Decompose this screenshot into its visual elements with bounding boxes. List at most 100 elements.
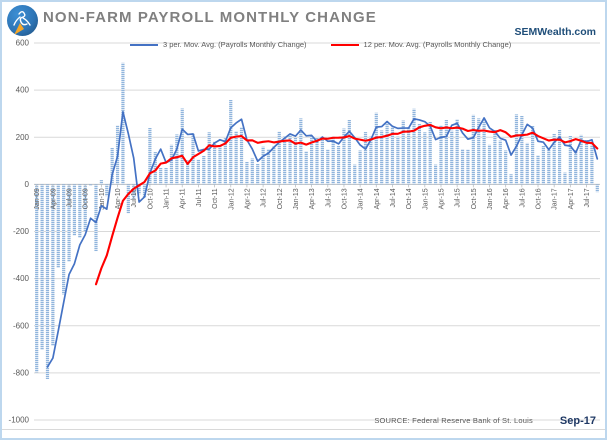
bar (256, 163, 260, 185)
bar (412, 108, 416, 185)
bar (536, 155, 540, 185)
x-tick-label: Apr-14 (374, 188, 381, 209)
bar (568, 135, 572, 185)
bar (552, 133, 556, 185)
x-tick-label: Jul-10 (131, 188, 138, 207)
bar (363, 132, 368, 185)
source-credit: SOURCE: Federal Reserve Bank of St. Loui… (374, 416, 533, 425)
bar (487, 144, 492, 185)
bar (175, 134, 179, 185)
bar (202, 155, 206, 185)
bar (105, 184, 109, 197)
bar (40, 184, 44, 350)
legend-item-3per[interactable]: 3 per. Mov. Avg. (Payrolls Monthly Chang… (130, 40, 307, 49)
bar (51, 184, 55, 346)
y-tick-label: 0 (25, 180, 30, 189)
bar (142, 184, 147, 198)
bar (153, 152, 157, 185)
bar (471, 114, 475, 185)
bar (67, 184, 71, 262)
bar (547, 147, 551, 185)
bar (531, 125, 535, 185)
bar (374, 112, 378, 185)
bar (369, 136, 373, 185)
y-tick-label: -800 (13, 368, 30, 377)
bar (595, 184, 599, 193)
bar (579, 134, 583, 185)
x-tick-label: Jan-10 (99, 188, 106, 210)
y-tick-label: 600 (16, 39, 30, 48)
x-tick-label: Jan-14 (358, 188, 365, 210)
moving-average-line-3 (46, 111, 599, 368)
bar (83, 184, 87, 232)
x-tick-label: Apr-10 (115, 188, 122, 209)
bar (212, 141, 217, 185)
bar (320, 137, 324, 185)
bar (444, 120, 448, 185)
bar (466, 149, 470, 185)
bar (423, 132, 427, 185)
bar (72, 184, 77, 236)
x-tick-label: Oct-14 (406, 188, 413, 209)
bar (89, 184, 93, 186)
bar (164, 167, 168, 185)
y-tick-label: 400 (16, 86, 30, 95)
bar (45, 184, 50, 380)
bar (126, 184, 130, 214)
bar (250, 158, 254, 185)
bar (169, 144, 174, 185)
x-tick-label: Apr-09 (50, 188, 57, 209)
bar (326, 149, 330, 185)
x-tick-label: Oct-10 (147, 188, 154, 209)
page-title: NON-FARM PAYROLL MONTHLY CHANGE (43, 9, 377, 26)
x-tick-label: Oct-09 (83, 188, 90, 209)
bar (272, 146, 276, 185)
y-tick-label: -600 (13, 321, 30, 330)
website-link[interactable]: SEMWealth.com (514, 26, 597, 38)
x-tick-label: Apr-15 (438, 188, 445, 209)
bar (557, 129, 562, 185)
x-tick-label: Jan-13 (293, 188, 300, 210)
legend-line-blue-icon (130, 43, 158, 46)
legend-item-12per[interactable]: 12 per. Mov. Avg. (Payrolls Monthly Chan… (330, 40, 511, 49)
legend-label: 3 per. Mov. Avg. (Payrolls Monthly Chang… (163, 40, 307, 49)
x-tick-label: Jan-11 (164, 188, 171, 209)
bar (266, 149, 271, 185)
bar (477, 118, 481, 185)
bar (110, 147, 114, 185)
x-tick-label: Jul-11 (196, 188, 203, 207)
bar (207, 132, 211, 185)
x-tick-label: Apr-12 (244, 188, 251, 209)
bar (347, 119, 351, 185)
moving-average-line-12 (94, 123, 599, 286)
bar (299, 118, 303, 185)
bar (407, 127, 411, 185)
bar (56, 184, 60, 268)
bar (137, 184, 141, 195)
bar (455, 119, 459, 185)
x-tick-label: Jul-12 (261, 188, 268, 207)
y-tick-label: -1000 (9, 416, 30, 425)
bar (482, 120, 486, 185)
bar (315, 137, 319, 185)
bar (218, 145, 222, 185)
bar (331, 136, 335, 185)
legend-line-red-icon (330, 43, 359, 46)
x-tick-label: Jul-15 (455, 188, 462, 207)
bar (417, 124, 422, 185)
bar (223, 138, 227, 185)
bar (121, 62, 125, 185)
x-tick-label: Oct-11 (212, 188, 219, 209)
bar (132, 184, 136, 199)
x-tick-label: Jul-09 (67, 188, 74, 207)
x-tick-label: Jan-17 (552, 188, 559, 210)
x-tick-label: Oct-12 (277, 188, 284, 209)
bar (563, 172, 567, 185)
bar (196, 159, 201, 185)
x-tick-label: Apr-17 (568, 188, 575, 209)
bar (385, 121, 389, 185)
x-tick-label: Jul-14 (390, 188, 397, 207)
x-tick-label: Jan-12 (228, 188, 235, 210)
x-tick-label: Oct-13 (341, 188, 348, 209)
